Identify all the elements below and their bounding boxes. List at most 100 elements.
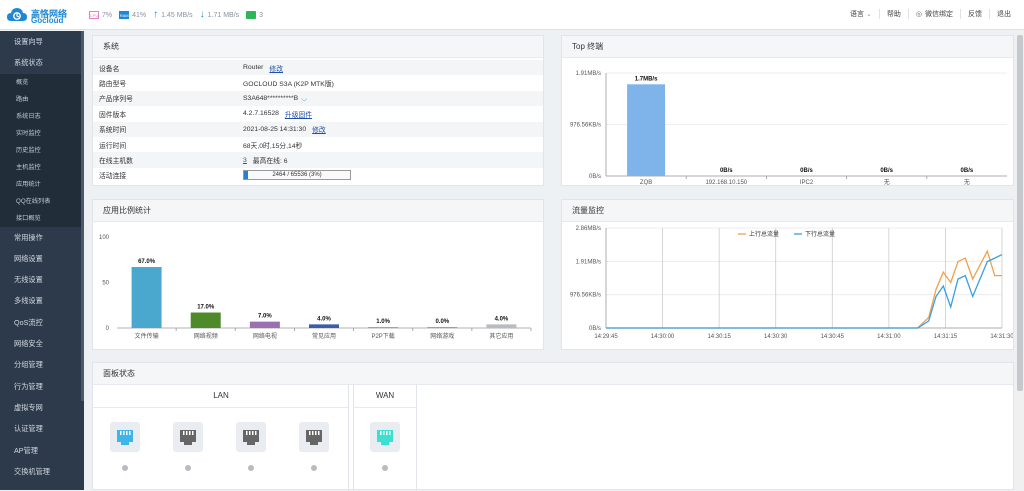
brand-name-en: Gocloud <box>31 16 64 25</box>
y-tick-label: 976.56KB/s <box>570 123 601 129</box>
edit-name-link[interactable]: 修改 <box>269 65 283 73</box>
table-row: 产品序列号 S3A648**********B ◡ <box>93 90 543 107</box>
sidebar-item-qos[interactable]: QoS流控 <box>14 317 43 327</box>
sidebar-sub-realtime[interactable]: 实时监控 <box>16 129 41 137</box>
x-tick-label: 其它应用 <box>489 332 513 340</box>
bar <box>131 267 162 328</box>
help-label: 帮助 <box>886 11 901 18</box>
sidebar-sub-overview[interactable]: 概览 <box>16 78 29 86</box>
language-menu[interactable]: 语言 ⌄ <box>843 9 879 19</box>
panel-state: 面板状态 LAN WAN <box>92 362 1014 491</box>
top-terminal-chart: 1.91MB/s 976.56KB/s 0B/s 1.7MB/s ZQB 0B/s 192.… <box>570 71 1007 185</box>
active-connections-bar: 2464 / 65536 (3%) <box>243 170 351 181</box>
app-stats-panel: 应用比例统计 100 50 0 67.0% 文件传输 17.0% 网络视频 7.0% 网络电视 4… <box>92 199 544 350</box>
lan-port-3[interactable] <box>236 422 266 452</box>
table-row: 运行时间 68天,0时,15分,14秒 <box>93 137 543 152</box>
sidebar-item-switch[interactable]: 交换机管理 <box>14 466 50 476</box>
x-tick-label: 14:30:45 <box>821 334 845 340</box>
sidebar-sub-history[interactable]: 历史监控 <box>16 146 41 154</box>
x-tick-label: 文件传输 <box>135 332 159 340</box>
upload-stat: ↑ 1.45 MB/s <box>153 10 193 20</box>
wan-port[interactable] <box>370 422 400 452</box>
sidebar-item-group[interactable]: 分组管理 <box>14 360 43 370</box>
mem-stat: RAM 41% <box>119 11 146 19</box>
bar <box>368 327 399 328</box>
sidebar: 设置向导 系统状态 概览 路由 系统日志 实时监控 历史监控 主机监控 应用统计… <box>0 31 84 490</box>
wan-divider <box>353 407 417 408</box>
sidebar-sub-interface[interactable]: 接口概览 <box>16 214 41 222</box>
lan-port-2[interactable] <box>173 422 203 452</box>
x-tick-label: 14:30:30 <box>764 334 788 340</box>
y-tick-label: 1.91MB/s <box>576 71 601 77</box>
x-tick-label: 网络游戏 <box>430 332 454 340</box>
row-value: S3A648**********B <box>243 94 299 102</box>
top-right-menu: 语言 ⌄ 帮助 ◎ 微信绑定 反馈 退出 <box>843 8 1018 20</box>
row-key: 产品序列号 <box>99 96 133 104</box>
sidebar-item-network[interactable]: 网络设置 <box>14 253 43 263</box>
sidebar-item-auth[interactable]: 认证管理 <box>14 424 43 434</box>
help-link[interactable]: 帮助 <box>878 9 908 19</box>
lan-port-4-led <box>311 465 317 471</box>
online-count-link[interactable]: 3 <box>243 156 247 164</box>
bar-value-label: 67.0% <box>138 259 156 265</box>
system-table: 设备名 Router 修改 路由型号 GOCLOUD S3A (K2P MTK版) 产… <box>93 60 543 183</box>
y-tick-label: 50 <box>102 281 109 287</box>
bar-value-label: 0.0% <box>435 319 449 325</box>
feedback-link[interactable]: 反馈 <box>960 9 989 19</box>
top-bar: 高恪网络 Gocloud CPU 7% RAM 41% ↑ 1.45 MB/s ↓ 1.… <box>0 0 1024 30</box>
logout-link[interactable]: 退出 <box>989 9 1018 19</box>
sidebar-item-vpn[interactable]: 虚拟专网 <box>14 402 43 412</box>
sidebar-item-common[interactable]: 常用操作 <box>14 232 43 242</box>
x-tick-label: 14:31:00 <box>877 334 901 340</box>
wechat-bind-link[interactable]: ◎ 微信绑定 <box>907 9 960 19</box>
upload-arrow-icon: ↑ <box>153 9 159 20</box>
bar-value-label: 1.7MB/s <box>635 76 658 82</box>
lan-port-4[interactable] <box>299 422 329 452</box>
x-tick-label: 网络电视 <box>253 332 277 340</box>
legend-label: 上行总流量 <box>749 230 779 238</box>
edit-time-link[interactable]: 修改 <box>312 127 326 135</box>
sidebar-item-behavior[interactable]: 行为管理 <box>14 381 43 391</box>
legend-label: 下行总流量 <box>805 230 835 238</box>
ethernet-port-icon <box>180 430 196 445</box>
lan-group <box>93 385 349 491</box>
sidebar-submenu: 概览 路由 系统日志 实时监控 历史监控 主机监控 应用统计 QQ在线列表 接口… <box>0 73 84 227</box>
sidebar-item-wireless[interactable]: 无线设置 <box>14 275 43 285</box>
wan-label: WAN <box>375 391 395 400</box>
sidebar-sub-syslog[interactable]: 系统日志 <box>16 112 41 120</box>
logo[interactable]: 高恪网络 Gocloud <box>6 4 74 26</box>
bar-value-label: 7.0% <box>258 314 272 320</box>
sidebar-item-multiline[interactable]: 多线设置 <box>14 296 43 306</box>
sidebar-sub-app-stats[interactable]: 应用统计 <box>16 180 41 188</box>
bar-value-label: 4.0% <box>495 316 509 322</box>
x-tick-label: 14:29:45 <box>594 334 618 340</box>
monitor-icon <box>246 11 257 19</box>
bar-value-label: 4.0% <box>317 316 331 322</box>
traffic-title: 流量监控 <box>562 200 1013 222</box>
sidebar-item-ap[interactable]: AP管理 <box>14 445 38 455</box>
sidebar-sub-qq-list[interactable]: QQ在线列表 <box>16 197 51 205</box>
scrollbar-thumb[interactable] <box>1017 35 1023 391</box>
bar <box>486 324 517 328</box>
sidebar-item-security[interactable]: 网络安全 <box>14 339 43 349</box>
app-stats-chart: 100 50 0 67.0% 文件传输 17.0% 网络视频 7.0% 网络电视 4.0% 常见应用… <box>99 235 532 340</box>
page-scrollbar[interactable] <box>1016 31 1024 490</box>
wan-port-led <box>382 465 388 471</box>
x-tick-label: 14:31:15 <box>934 334 958 340</box>
bar-value-label: 0B/s <box>880 168 893 174</box>
row-value: 2021-08-25 14:31:30 <box>243 125 307 133</box>
top-terminal-panel: Top 终端 1.91MB/s 976.56KB/s 0B/s 1.7MB/s ZQB 0… <box>561 35 1014 186</box>
upgrade-firmware-link[interactable]: 升级固件 <box>284 111 313 119</box>
sidebar-scrollbar[interactable] <box>81 31 84 401</box>
sidebar-item-system-status[interactable]: 系统状态 <box>14 58 43 68</box>
language-label: 语言 <box>850 11 865 18</box>
progress-fill <box>244 171 248 180</box>
lan-port-1[interactable] <box>110 422 140 452</box>
cpu-stat: CPU 7% <box>89 11 112 19</box>
x-tick-label: 常见应用 <box>312 332 336 340</box>
bar-value-label: 17.0% <box>197 305 215 311</box>
sidebar-sub-route[interactable]: 路由 <box>16 95 29 103</box>
sidebar-item-wizard[interactable]: 设置向导 <box>14 37 43 46</box>
ethernet-port-icon <box>243 430 259 445</box>
sidebar-sub-host-monitor[interactable]: 主机监控 <box>16 163 41 171</box>
